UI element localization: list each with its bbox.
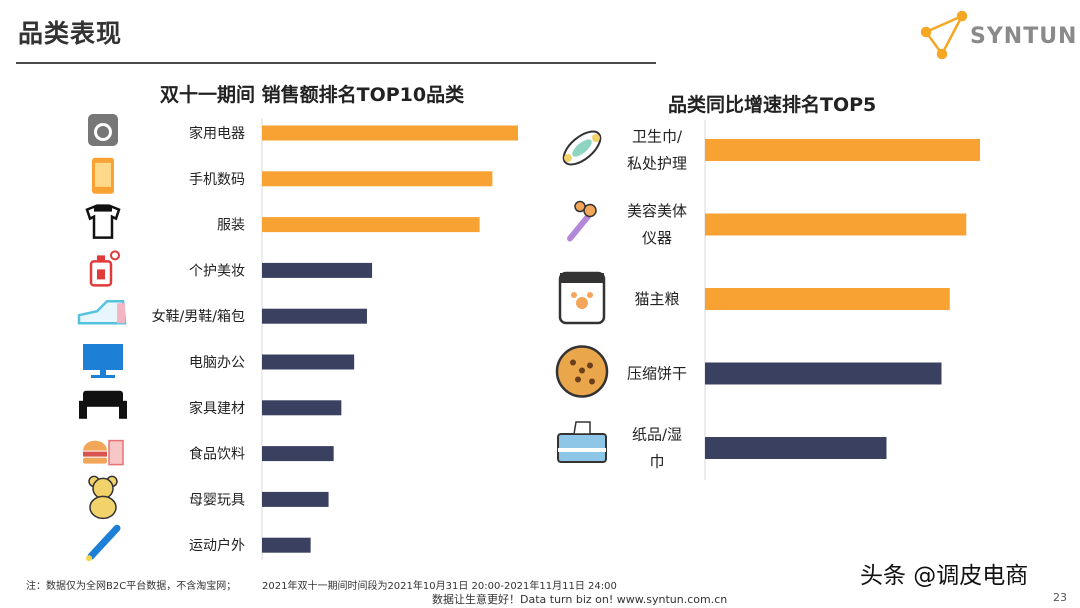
cat-food-bag-icon bbox=[558, 271, 606, 325]
footer-slogan: 数据让生意更好！Data turn biz on! www.syntun.com… bbox=[432, 593, 728, 606]
shoe-icon bbox=[77, 299, 127, 325]
left-bar bbox=[262, 400, 342, 416]
tshirt-icon bbox=[85, 204, 121, 239]
left-bar bbox=[262, 491, 329, 507]
left-category-label: 服装 bbox=[217, 218, 245, 234]
left-category-label: 运动户外 bbox=[189, 537, 245, 554]
footnote-scope: 注：数据仅为全网B2C平台数据，不含淘宝网； bbox=[26, 581, 237, 592]
right-bar bbox=[705, 437, 887, 459]
left-bar bbox=[262, 354, 355, 370]
left-chart-title: 双十一期间 销售额排名TOP10品类 bbox=[160, 84, 465, 106]
biscuit-icon bbox=[555, 345, 609, 398]
right-category-label: 猫主粮 bbox=[634, 290, 679, 308]
right-bar bbox=[705, 288, 950, 310]
phone-icon bbox=[92, 157, 114, 194]
left-bar bbox=[262, 125, 518, 141]
left-category-label: 家用电器 bbox=[189, 125, 245, 142]
right-category-label: 压缩饼干 bbox=[627, 365, 687, 383]
tissue-box-icon bbox=[557, 421, 607, 463]
left-bar bbox=[262, 308, 367, 324]
left-category-label: 电脑办公 bbox=[189, 355, 245, 371]
footnote-period: 2021年双十一期间时间段为2021年10月31日 20:00-2021年11月… bbox=[262, 581, 617, 592]
left-category-label: 女鞋/男鞋/箱包 bbox=[152, 308, 245, 325]
right-category-label: 纸品/湿巾 bbox=[632, 426, 682, 471]
left-category-label: 家具建材 bbox=[189, 400, 245, 417]
camera-icon bbox=[88, 114, 118, 146]
right-bar bbox=[705, 213, 967, 236]
monitor-icon bbox=[83, 344, 123, 378]
right-category-label: 美容美体仪器 bbox=[627, 202, 687, 247]
right-chart-title: 品类同比增速排名TOP5 bbox=[668, 94, 877, 116]
beauty-roller-icon bbox=[567, 200, 597, 242]
left-bar bbox=[262, 262, 373, 278]
sofa-icon bbox=[79, 390, 127, 419]
right-bar bbox=[705, 362, 942, 385]
perfume-icon bbox=[89, 250, 120, 287]
title-divider bbox=[16, 62, 656, 64]
food-icon bbox=[83, 439, 124, 466]
left-category-label: 母婴玩具 bbox=[189, 492, 245, 508]
page-title: 品类表现 bbox=[18, 19, 123, 48]
logo-text: SYNTUN bbox=[970, 24, 1078, 49]
teddy-bear-icon bbox=[88, 475, 118, 520]
left-bar bbox=[262, 446, 334, 462]
page-number: 23 bbox=[1053, 591, 1067, 604]
left-category-label: 个护美妆 bbox=[189, 263, 245, 279]
left-bar bbox=[262, 537, 311, 553]
right-bar bbox=[705, 139, 980, 161]
left-category-label: 食品饮料 bbox=[189, 446, 245, 463]
sanitary-pad-icon bbox=[562, 130, 602, 166]
left-bar bbox=[262, 217, 480, 233]
right-category-label: 卫生巾/私处护理 bbox=[627, 128, 687, 173]
baseball-bat-icon bbox=[86, 524, 121, 562]
logo-mark-icon bbox=[920, 10, 968, 60]
watermark: 头条 @调皮电商 bbox=[860, 563, 1029, 589]
left-category-label: 手机数码 bbox=[189, 172, 245, 188]
left-bar bbox=[262, 171, 493, 187]
syntun-logo bbox=[920, 10, 968, 60]
